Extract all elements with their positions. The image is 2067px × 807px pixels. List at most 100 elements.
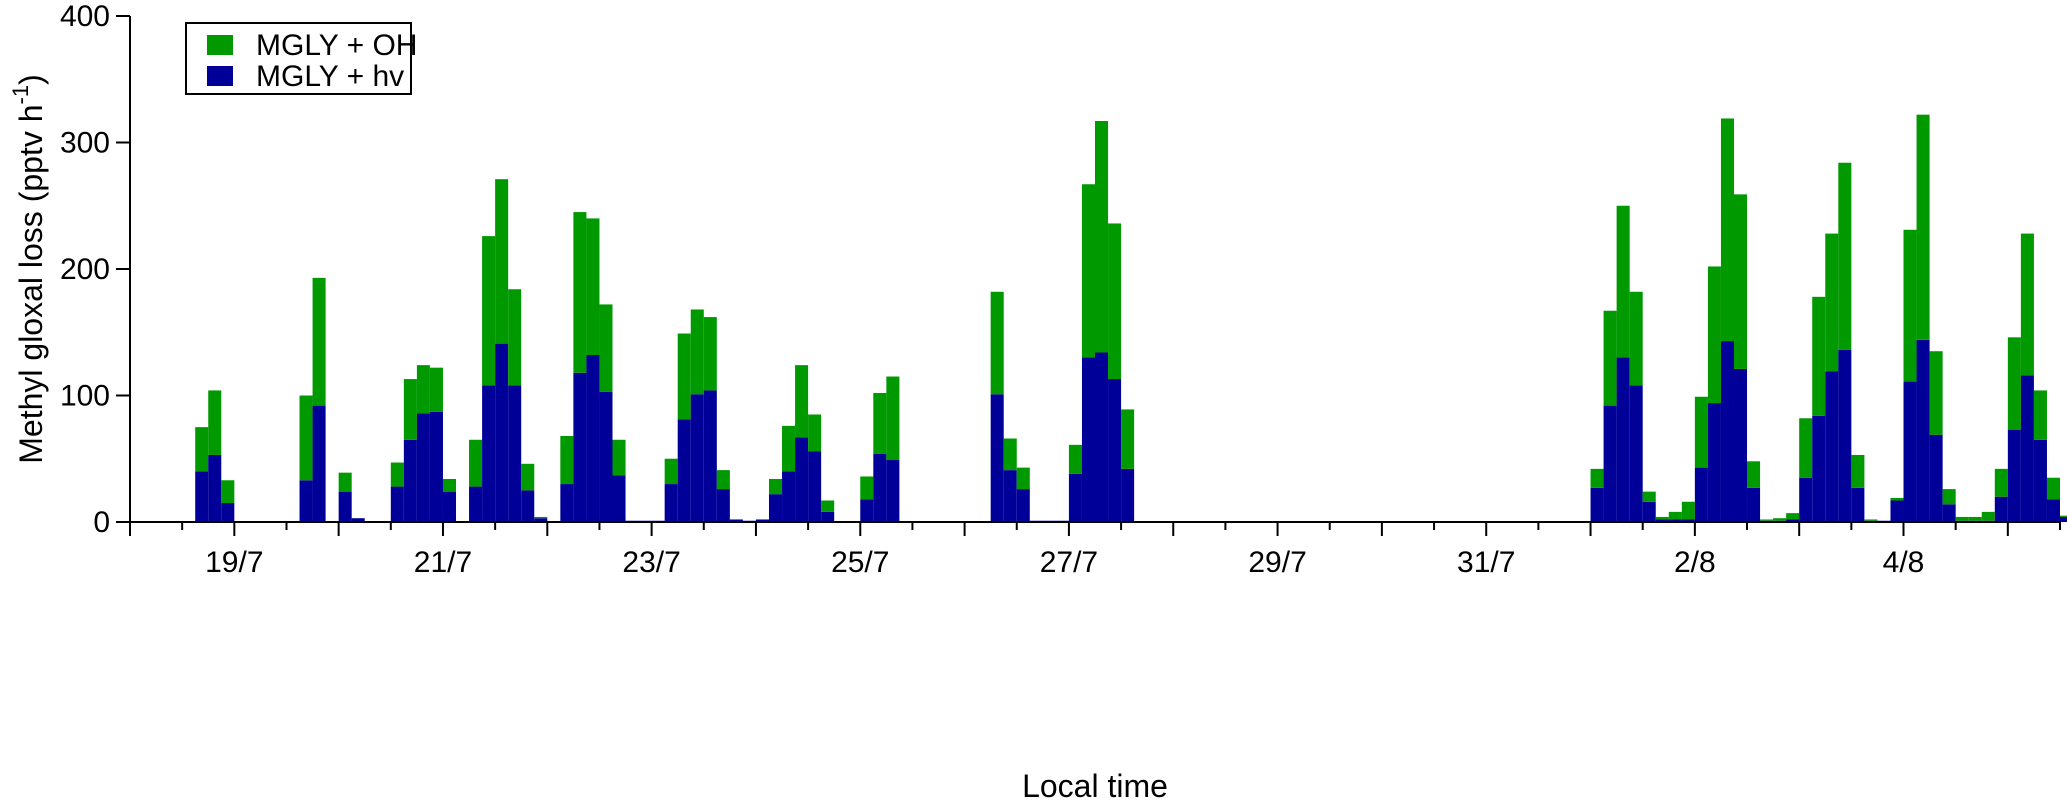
bar-mgly-oh [1003,438,1017,471]
legend-label-mgly-oh: MGLY + OH [256,29,417,62]
bar-mgly-hv [195,471,209,522]
bar-stacks [195,114,2067,522]
bar-mgly-oh [1108,223,1122,380]
bar-mgly-oh [2007,337,2021,430]
bar-mgly-oh [716,470,730,490]
bar-mgly-oh [886,376,900,461]
bar-mgly-hv [312,405,326,522]
bar-mgly-oh [2033,390,2047,440]
bar-mgly-hv [1812,415,1826,522]
bar-mgly-hv [208,454,222,522]
bar-mgly-hv [573,372,587,522]
x-tick-label: 4/8 [1883,546,1925,579]
legend-swatch-mgly-oh [207,35,233,55]
bar-mgly-hv [560,484,574,522]
bar-mgly-hv [299,480,313,522]
bar-mgly-hv [1668,519,1682,522]
bar-mgly-hv [664,484,678,522]
bar-mgly-hv [821,511,835,522]
bar-mgly-hv [416,413,430,522]
bar-mgly-oh [1955,516,1969,521]
bar-mgly-hv [1095,352,1109,522]
bar-mgly-oh [1733,194,1748,369]
y-axis-ticks: 0 100 200 300 400 [60,0,130,539]
legend-swatch-mgly-hv [207,66,233,86]
bar-mgly-hv [677,419,691,522]
bar-mgly-hv [403,439,417,522]
bar-mgly-oh [1642,491,1656,502]
bar-mgly-hv [1720,341,1734,522]
bar-mgly-hv [221,503,235,522]
bar-mgly-hv [482,385,496,522]
bar-mgly-hv [429,411,443,522]
bar-mgly-hv [495,343,509,522]
y-axis-title-main: Methyl gloxal loss (pptv h [13,104,49,463]
y-tick-label: 0 [93,506,110,539]
bar-mgly-oh [1681,501,1695,520]
bar-mgly-hv [808,451,822,522]
bar-mgly-oh [1590,468,1604,488]
bar-mgly-oh [416,365,430,414]
y-tick-label: 200 [60,253,110,286]
bar-mgly-oh [2020,233,2034,376]
bar-mgly-oh [2046,477,2060,500]
y-tick-label: 400 [60,0,110,33]
bar-mgly-oh [508,289,522,386]
bar-mgly-hv [1616,357,1630,522]
bar-mgly-hv [1003,470,1017,522]
bar-mgly-oh [677,333,691,420]
bar-mgly-hv [338,491,352,522]
bar-mgly-oh [482,236,496,386]
bar-mgly-hv [1590,487,1604,522]
x-axis-ticks: 19/7 21/7 23/7 25/7 27/7 29/7 31/7 2/8 4/8 [129,522,2061,579]
bar-mgly-hv [886,460,900,522]
bar-mgly-hv [1851,487,1865,522]
y-axis-title-superscript: -1 [8,85,33,105]
bar-mgly-oh [1942,489,1956,505]
bar-mgly-hv [1942,504,1956,522]
bar-mgly-hv [586,355,600,522]
bar-mgly-oh [1981,511,1995,521]
bar-mgly-hv [1081,357,1095,522]
bar-mgly-oh [442,478,457,492]
bar-mgly-oh [403,379,417,440]
bar-mgly-hv [990,394,1004,522]
bar-mgly-hv [1838,349,1852,522]
bar-mgly-oh [1068,444,1082,474]
x-tick-label: 29/7 [1248,546,1306,579]
bar-mgly-hv [442,491,457,522]
bar-mgly-oh [990,291,1004,395]
bar-mgly-hv [1016,489,1030,522]
x-tick-label: 19/7 [205,546,263,579]
bar-mgly-hv [1825,371,1839,522]
bar-mgly-oh [1603,310,1617,406]
x-tick-label: 31/7 [1457,546,1515,579]
bar-mgly-oh [1916,114,1930,340]
bar-mgly-oh [860,476,874,500]
bar-mgly-hv [729,519,743,522]
y-tick-label: 100 [60,380,110,413]
bar-mgly-oh [469,439,483,487]
bar-mgly-oh [1629,291,1643,386]
bar-mgly-oh [1720,118,1734,342]
bar-mgly-hv [782,471,796,522]
bar-mgly-oh [1786,513,1800,520]
bar-mgly-oh [1968,516,1982,521]
bar-mgly-oh [1864,519,1878,521]
bar-mgly-oh [312,277,326,406]
bar-mgly-oh [612,439,626,476]
bar-mgly-hv [599,391,613,522]
bar-mgly-hv [521,490,535,522]
bar-mgly-hv [1629,385,1643,522]
bar-mgly-oh [1655,516,1669,520]
x-axis-title: Local time [1022,768,1168,804]
bar-mgly-oh [195,427,209,472]
bar-mgly-hv [716,489,730,522]
bar-mgly-hv [1994,496,2008,522]
bar-mgly-hv [703,390,717,522]
bar-mgly-oh [573,212,587,373]
bar-mgly-oh [521,463,535,491]
bar-mgly-oh [221,480,235,504]
bar-mgly-oh [768,478,783,495]
